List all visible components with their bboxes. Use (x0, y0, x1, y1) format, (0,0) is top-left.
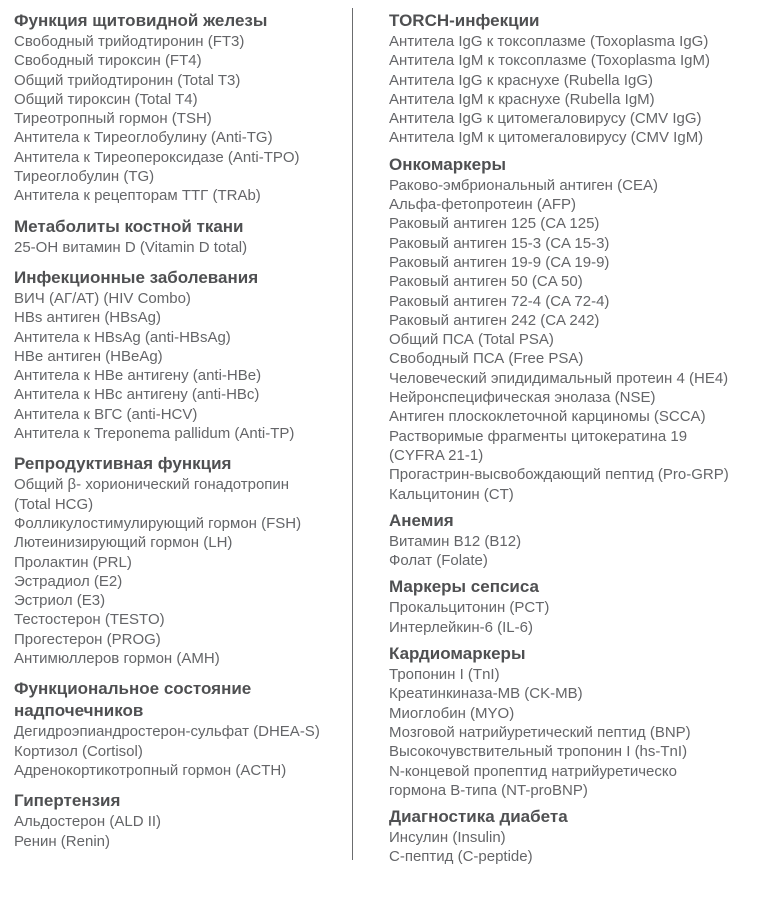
test-item: C-пептид (C-peptide) (389, 848, 533, 866)
test-item: Раково-эмбриональный антиген (CEA) (389, 176, 658, 194)
test-item: Адренокортикотропный гормон (ACTH) (14, 761, 287, 779)
test-category-section: Диагностика диабета Инсулин (Insulin) C-пе… (389, 806, 745, 867)
test-category-section: Гипертензия Альдостерон (ALD II) Ренин (Re… (14, 790, 345, 851)
right-column: TORCH-инфекции Антитела IgG к токсоплазме… (389, 10, 745, 867)
test-item: Креатинкиназа-MB (CK-MB) (389, 685, 583, 703)
section-title: Кардиомаркеры (389, 644, 526, 664)
test-category-section: Кардиомаркеры Тропонин I (TnI) Креатинкина… (389, 643, 745, 800)
section-title: Инфекционные заболевания (14, 267, 259, 287)
test-item: Миоглобин (MYO) (389, 704, 515, 722)
test-item: Прокальцитонин (PCT) (389, 599, 550, 617)
test-item: Антитела к ВГС (anti-HCV) (14, 405, 198, 423)
test-category-section: Онкомаркеры Раково-эмбриональный антиген … (389, 154, 745, 504)
test-item: Антитела к рецепторам ТТГ (TRAb) (14, 187, 261, 205)
test-item: Прогастрин-высвобождающий пептид (Pro-GR… (389, 466, 729, 484)
test-item: Кальцитонин (CT) (389, 485, 514, 503)
test-item: Эстриол (E3) (14, 592, 106, 610)
test-category-section: Маркеры сепсиса Прокальцитонин (PCT) Интер… (389, 576, 745, 637)
test-item: Альфа-фетопротеин (AFP) (389, 196, 576, 214)
test-item: Раковый антиген 125 (CA 125) (389, 215, 600, 233)
test-item: Антитела IgM к краснухе (Rubella IgM) (389, 90, 655, 108)
test-item: Мозговой натрийуретический пептид (BNP) (389, 723, 691, 741)
test-category-section: Репродуктивная функция Общий β- хориониче… (14, 453, 345, 668)
test-item: Прогестерон (PROG) (14, 630, 161, 648)
test-category-section: Инфекционные заболевания ВИЧ (АГ/АТ) (HIV… (14, 267, 345, 443)
test-item: Антитела IgG к краснухе (Rubella IgG) (389, 71, 653, 89)
test-item: Дегидроэпиандростерон-сульфат (DHEA-S) (14, 723, 320, 741)
test-item: Антитела IgM к цитомегаловирусу (CMV IgM… (389, 129, 704, 147)
test-item: HBs антиген (HBsAg) (14, 309, 161, 327)
test-item: Антитела к Тиреопероксидазе (Anti-TPO) (14, 148, 300, 166)
test-item: Антитела IgM к токсоплазме (Toxoplasma I… (389, 52, 710, 70)
test-item: N-концевой пропептид натрийуретическо го… (389, 762, 677, 799)
test-item: Раковый антиген 50 (CA 50) (389, 273, 583, 291)
section-title: Онкомаркеры (389, 154, 506, 174)
test-item: Тиреотропный гормон (TSH) (14, 110, 212, 128)
test-item: Нейронспецифическая энолаза (NSE) (389, 389, 656, 407)
test-item: Общий трийодтиронин (Total T3) (14, 71, 241, 89)
test-item: Антитела к HBsAg (anti-HBsAg) (14, 328, 231, 346)
test-item: Человеческий эпидидимальный протеин 4 (H… (389, 369, 729, 387)
section-title: Анемия (389, 510, 454, 530)
test-item: Раковый антиген 15-3 (CA 15-3) (389, 234, 610, 252)
test-item: Раковый антиген 19-9 (CA 19-9) (389, 253, 610, 271)
section-title: Репродуктивная функция (14, 454, 232, 474)
column-divider (352, 8, 353, 860)
test-category-section: TORCH-инфекции Антитела IgG к токсоплазме… (389, 10, 745, 148)
test-item: Высокочувствительный тропонин I (hs-TnI) (389, 743, 688, 761)
test-item: Антиген плоскоклеточной карциномы (SCCA) (389, 408, 706, 426)
test-item: Растворимые фрагменты цитокератина 19 (C… (389, 427, 688, 464)
left-column: Функция щитовидной железы Свободный трийо… (14, 10, 345, 851)
test-category-section: Функция щитовидной железы Свободный трийо… (14, 10, 345, 206)
test-item: Свободный тироксин (FT4) (14, 52, 202, 70)
test-item: Фолликулостимулирующий гормон (FSH) (14, 514, 302, 532)
section-title: Метаболиты костной ткани (14, 216, 244, 236)
test-item: Антимюллеров гормон (AMH) (14, 650, 220, 668)
test-item: Свободный ПСА (Free PSA) (389, 350, 584, 368)
section-title: Маркеры сепсиса (389, 577, 539, 597)
test-item: Тропонин I (TnI) (389, 666, 500, 684)
test-item: Эстрадиол (E2) (14, 572, 123, 590)
test-category-section: Анемия Витамин B12 (B12) Фолат (Folate) (389, 510, 745, 571)
test-item: Антитела к HBc антигену (anti-HBc) (14, 386, 260, 404)
test-item: Антитела IgG к цитомегаловирусу (CMV IgG… (389, 110, 702, 128)
test-item: Инсулин (Insulin) (389, 829, 506, 847)
test-item: Фолат (Folate) (389, 552, 488, 570)
section-title: Функция щитовидной железы (14, 11, 268, 30)
test-category-section: Метаболиты костной ткани 25-OH витамин D … (14, 216, 345, 257)
test-item: Интерлейкин-6 (IL-6) (389, 618, 533, 636)
test-item: Раковый антиген 72-4 (CA 72-4) (389, 292, 610, 310)
section-title: TORCH-инфекции (389, 11, 540, 30)
test-item: Антитела к HBe антигену (anti-HBe) (14, 367, 262, 385)
test-item: Раковый антиген 242 (CA 242) (389, 311, 600, 329)
test-item: Свободный трийодтиронин (FT3) (14, 33, 245, 50)
section-title: Диагностика диабета (389, 807, 568, 827)
test-item: Общий ПСА (Total PSA) (389, 331, 554, 349)
test-item: Тестостерон (TESTO) (14, 611, 165, 629)
test-category-section: Функциональное состояние надпочечников Де… (14, 678, 345, 780)
test-item: ВИЧ (АГ/АТ) (HIV Combo) (14, 289, 191, 307)
test-item: Витамин B12 (B12) (389, 532, 522, 550)
lab-tests-catalog-page: Функция щитовидной железы Свободный трийо… (14, 8, 745, 867)
test-item: Тиреоглобулин (TG) (14, 168, 155, 186)
section-title: Гипертензия (14, 791, 121, 811)
section-title: Функциональное состояние надпочечников (14, 679, 252, 721)
test-item: Антитела IgG к токсоплазме (Toxoplasma I… (389, 33, 709, 50)
test-item: HBe антиген (HBeAg) (14, 347, 163, 365)
test-item: Ренин (Renin) (14, 832, 110, 850)
test-item: Кортизол (Cortisol) (14, 742, 143, 760)
test-item: Антитела к Тиреоглобулину (Anti-TG) (14, 129, 273, 147)
test-item: Лютеинизирующий гормон (LH) (14, 534, 233, 552)
test-item: Пролактин (PRL) (14, 553, 132, 571)
test-item: Общий тироксин (Total T4) (14, 90, 198, 108)
test-item: Общий β- хорионический гонадотропин (Tot… (14, 476, 290, 513)
test-item: Антитела к Treponema pallidum (Anti-TP) (14, 425, 295, 443)
test-item: Альдостерон (ALD II) (14, 813, 162, 831)
test-item: 25-OH витамин D (Vitamin D total) (14, 238, 248, 256)
